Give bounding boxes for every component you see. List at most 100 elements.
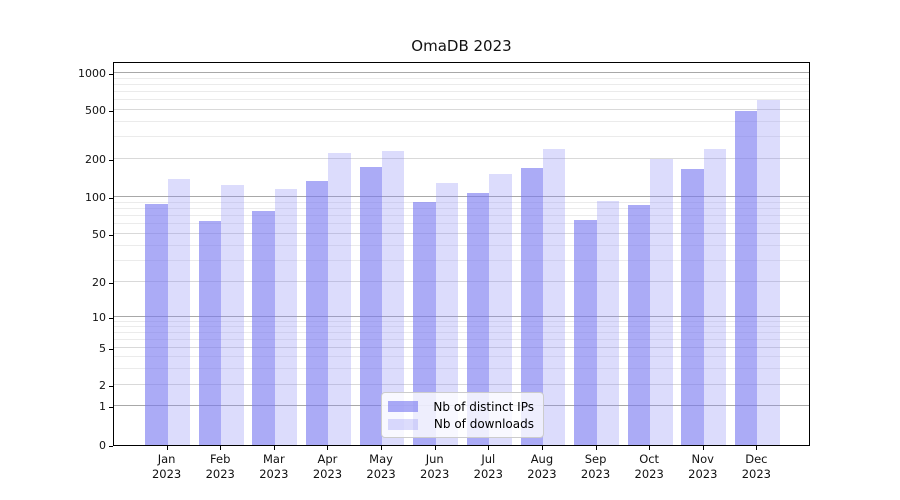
bar-downloads-may <box>382 150 405 445</box>
x-axis-tick-mark <box>434 446 436 450</box>
grid-minor-line <box>114 207 809 209</box>
grid-minor-line <box>114 83 809 85</box>
legend: Nb of distinct IPs Nb of downloads <box>381 392 544 438</box>
grid-minor-line <box>114 77 809 79</box>
y-axis-tick-mark <box>109 406 113 408</box>
bar-distinct-ips-jul <box>466 193 490 445</box>
bar-downloads-apr <box>328 152 351 445</box>
x-axis-tick-mark <box>220 446 222 450</box>
chart-title: OmaDB 2023 <box>411 37 512 55</box>
x-axis-tick-label: Nov 2023 <box>688 452 718 481</box>
bar-downloads-aug <box>542 149 566 445</box>
grid-minor-line <box>114 99 809 101</box>
plot-area: Nb of distinct IPs Nb of downloads <box>113 62 810 446</box>
bar-downloads-feb <box>221 185 244 445</box>
bar-downloads-sep <box>596 200 619 445</box>
x-axis-tick-label: Mar 2023 <box>259 452 289 481</box>
grid-minor-line <box>114 356 809 358</box>
grid-minor-line <box>114 331 809 333</box>
grid-minor-line <box>114 281 809 282</box>
x-axis-tick-label: Feb 2023 <box>205 452 235 481</box>
bar-distinct-ips-sep <box>574 219 597 445</box>
y-axis-tick-mark <box>109 110 113 112</box>
grid-minor-line <box>114 215 809 217</box>
bar-distinct-ips-may <box>359 166 383 445</box>
legend-swatch-distinct-ips-icon <box>388 401 418 413</box>
grid-minor-line <box>114 91 809 93</box>
y-axis-tick-label: 200 <box>85 152 106 166</box>
grid-minor-line <box>114 120 809 122</box>
grid-minor-line <box>114 136 809 138</box>
bar-downloads-oct <box>650 159 673 445</box>
y-axis-tick-mark <box>109 348 113 350</box>
y-axis-tick-label: 2 <box>99 378 106 392</box>
y-axis-tick-label: 1000 <box>78 66 106 80</box>
x-axis-tick-label: Oct 2023 <box>634 452 664 481</box>
grid-minor-line <box>114 201 809 203</box>
x-axis-tick-label: Jul 2023 <box>473 452 503 481</box>
grid-major-line <box>114 196 809 197</box>
y-axis-tick-label: 10 <box>92 310 106 324</box>
y-axis-tick-label: 50 <box>92 227 106 241</box>
y-axis-tick-mark <box>109 197 113 199</box>
x-axis-tick-mark <box>541 446 543 450</box>
y-axis-tick-label: 100 <box>85 190 106 204</box>
bar-distinct-ips-feb <box>198 221 222 445</box>
grid-minor-line <box>114 320 809 322</box>
bar-distinct-ips-apr <box>306 180 329 445</box>
grid-minor-line <box>114 233 809 234</box>
y-axis-tick-mark <box>109 234 113 236</box>
y-axis-tick-label: 5 <box>99 341 106 355</box>
bar-downloads-mar <box>274 188 298 445</box>
grid-minor-line <box>114 384 809 385</box>
grid-major-line <box>114 72 809 73</box>
y-axis-tick-label: 20 <box>92 275 106 289</box>
legend-label-distinct-ips: Nb of distinct IPs <box>433 399 534 414</box>
x-axis-tick-mark <box>327 446 329 450</box>
legend-item-distinct-ips: Nb of distinct IPs <box>388 399 534 415</box>
bar-distinct-ips-oct <box>627 205 651 445</box>
legend-label-downloads: Nb of downloads <box>433 417 534 432</box>
bar-downloads-nov <box>703 149 727 445</box>
grid-minor-line <box>114 223 809 225</box>
x-axis-tick-mark <box>702 446 704 450</box>
grid-minor-line <box>114 338 809 340</box>
x-axis-tick-mark <box>381 446 383 450</box>
x-axis-tick-label: Dec 2023 <box>741 452 772 481</box>
y-axis-tick-mark <box>109 159 113 161</box>
bar-downloads-jan <box>167 179 190 445</box>
bar-distinct-ips-mar <box>252 211 275 445</box>
legend-swatch-downloads-icon <box>388 418 418 430</box>
bar-downloads-jul <box>489 173 512 445</box>
x-axis-tick-label: Sep 2023 <box>580 452 611 481</box>
bar-distinct-ips-jun <box>413 202 436 445</box>
bar-downloads-jun <box>435 182 459 445</box>
grid-minor-line <box>114 367 809 369</box>
x-axis-tick-mark <box>166 446 168 450</box>
bar-distinct-ips-nov <box>681 169 704 445</box>
y-axis-tick-label: 1 <box>99 399 106 413</box>
x-axis-tick-mark <box>756 446 758 450</box>
x-axis-tick-mark <box>595 446 597 450</box>
y-axis-tick-label: 500 <box>85 103 106 117</box>
grid-minor-line <box>114 325 809 327</box>
bar-distinct-ips-dec <box>734 111 758 445</box>
x-axis-tick-label: May 2023 <box>366 452 396 481</box>
x-axis-tick-mark <box>488 446 490 450</box>
y-axis-tick-label: 0 <box>99 439 106 452</box>
y-axis-tick-mark <box>109 446 113 447</box>
grid-minor-line <box>114 244 809 246</box>
y-axis-tick-mark <box>109 73 113 75</box>
grid-major-line <box>114 316 809 317</box>
grid-minor-line <box>114 158 809 159</box>
y-axis-tick-mark <box>109 385 113 387</box>
grid-minor-line <box>114 109 809 110</box>
x-axis-tick-mark <box>273 446 275 450</box>
bar-distinct-ips-jan <box>145 203 168 445</box>
y-axis-tick-mark <box>109 282 113 284</box>
legend-item-downloads: Nb of downloads <box>388 416 534 432</box>
bar-downloads-dec <box>757 100 780 445</box>
x-axis-tick-label: Apr 2023 <box>312 452 343 481</box>
x-axis-tick-label: Aug 2023 <box>527 452 557 481</box>
